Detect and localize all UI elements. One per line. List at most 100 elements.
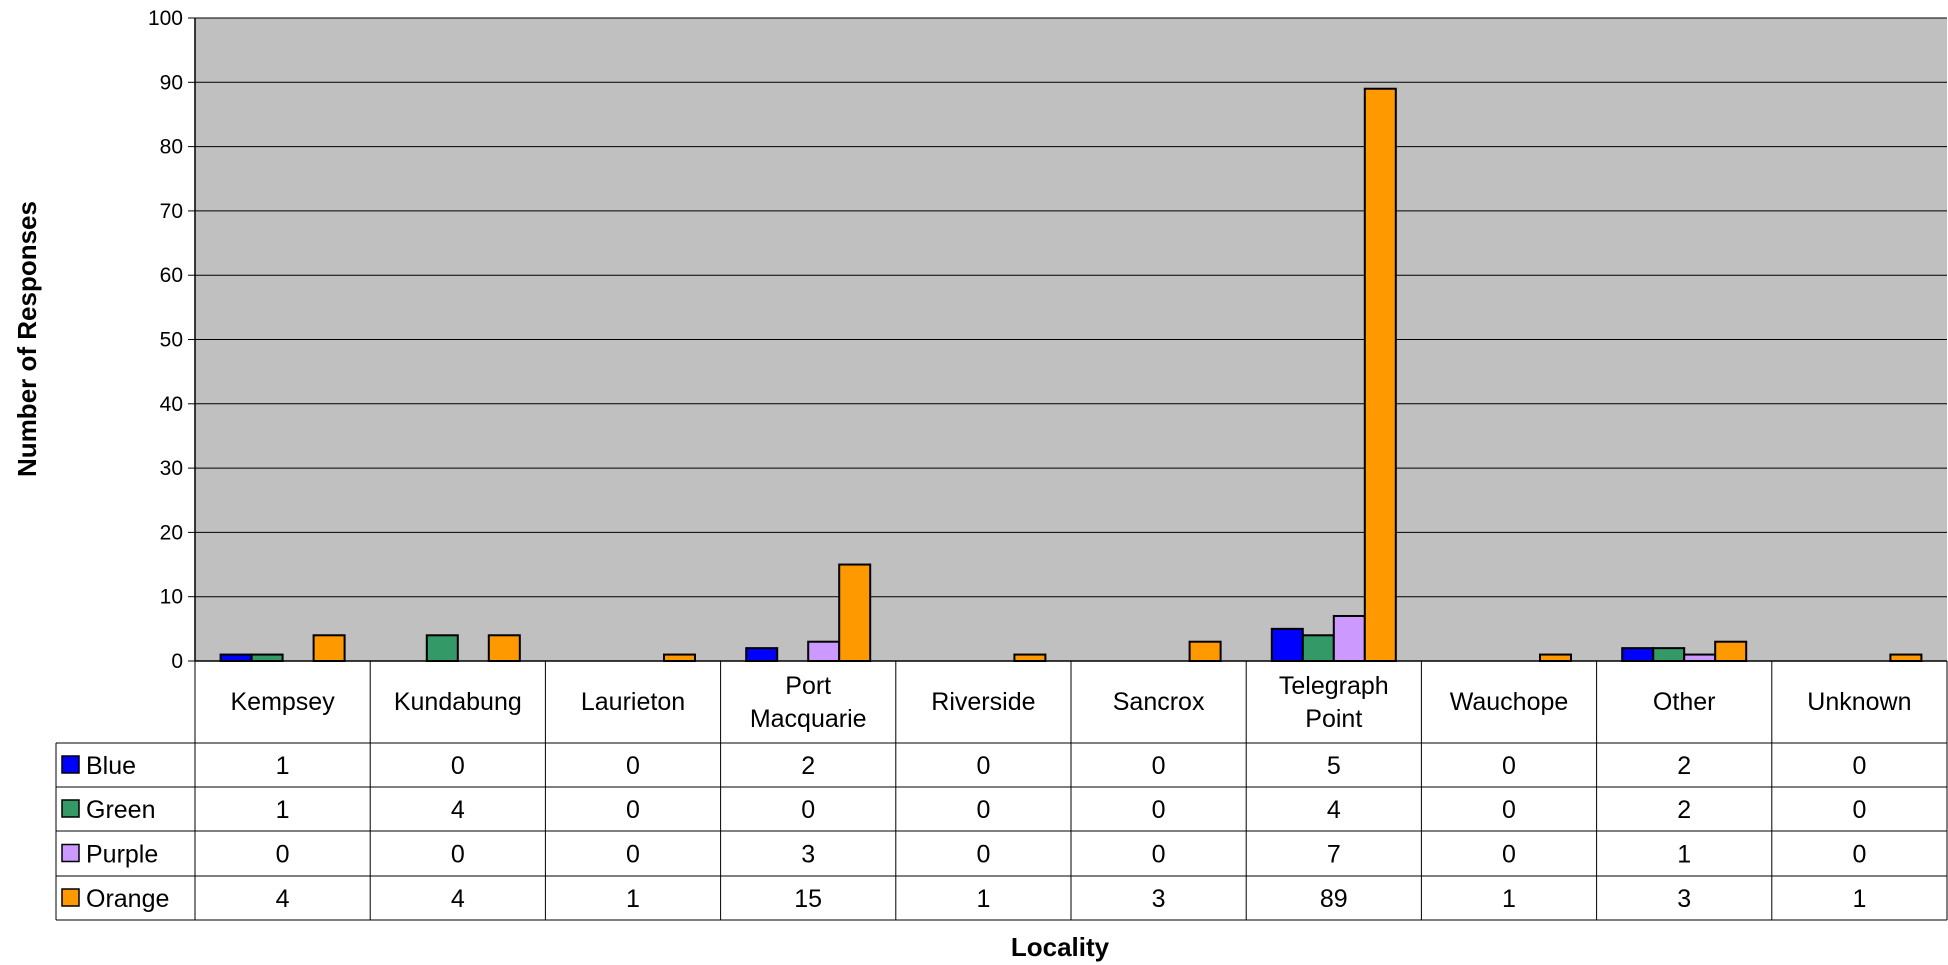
data-label: 4 — [276, 885, 290, 913]
data-label: 0 — [1502, 796, 1516, 824]
legend-swatch-blue — [61, 755, 80, 774]
x-tick-label: Port Macquarie — [750, 672, 867, 733]
y-tick-label: 20 — [160, 521, 183, 544]
y-tick-label: 50 — [160, 329, 183, 352]
bars — [219, 87, 1923, 663]
data-label: 0 — [626, 796, 640, 824]
bar-purple — [807, 640, 841, 663]
x-tick-label: Telegraph Point — [1279, 672, 1389, 733]
legend-label: Purple — [86, 841, 158, 869]
x-tick-label-line: Point — [1305, 705, 1362, 733]
bar-green — [1652, 647, 1686, 663]
bar-orange — [1539, 653, 1572, 663]
bar-orange — [1889, 653, 1923, 663]
legend-label: Orange — [86, 885, 169, 913]
data-label: 1 — [626, 885, 640, 913]
gridlines — [195, 17, 1947, 662]
x-tick-label: Laurieton — [581, 688, 685, 716]
bar-green — [250, 653, 284, 663]
data-label: 0 — [1852, 796, 1866, 824]
data-label: 0 — [451, 752, 465, 780]
y-tick-label: 70 — [160, 200, 183, 223]
bar-orange — [1363, 87, 1397, 663]
data-label: 2 — [1677, 752, 1691, 780]
data-label: 0 — [976, 752, 990, 780]
data-label: 1 — [1677, 841, 1691, 869]
data-label: 4 — [1327, 796, 1341, 824]
legend-swatch-orange — [61, 888, 80, 907]
data-label: 15 — [794, 885, 822, 913]
data-label: 0 — [976, 796, 990, 824]
x-tick-label: Kundabung — [394, 688, 522, 716]
bar-orange — [312, 634, 346, 663]
data-label: 4 — [451, 885, 465, 913]
x-tick-label-line: Port — [785, 672, 831, 700]
bar-green — [425, 634, 459, 663]
bar-green — [1301, 634, 1335, 663]
data-label: 0 — [276, 841, 290, 869]
bar-blue — [1621, 647, 1655, 663]
data-label: 0 — [976, 841, 990, 869]
x-tick-label: Wauchope — [1450, 688, 1569, 716]
bar-purple — [1683, 653, 1717, 663]
data-label: 0 — [801, 796, 815, 824]
data-label: 0 — [1152, 841, 1166, 869]
legend-swatch-green — [61, 799, 80, 818]
data-label: 3 — [1677, 885, 1691, 913]
bar-orange — [487, 634, 521, 663]
data-label: 0 — [1152, 752, 1166, 780]
legend-label: Green — [86, 796, 155, 824]
x-tick-label-line: Macquarie — [750, 705, 867, 733]
y-tick-label: 90 — [160, 71, 183, 94]
y-tick-label: 30 — [160, 457, 183, 480]
y-tick-label: 10 — [160, 586, 183, 609]
data-table: Kempsey Kundabung Laurieton Port Macquarie Ri… — [55, 660, 1948, 921]
y-tick-label: 40 — [160, 393, 183, 416]
data-label: 0 — [1502, 752, 1516, 780]
bar-blue — [219, 653, 253, 663]
bar-orange — [663, 653, 696, 663]
bar-orange — [1188, 640, 1222, 663]
data-label: 2 — [1677, 796, 1691, 824]
data-label: 0 — [451, 841, 465, 869]
data-label: 0 — [626, 752, 640, 780]
data-label: 0 — [1152, 796, 1166, 824]
data-label: 2 — [801, 752, 815, 780]
y-tick-label: 60 — [160, 264, 183, 287]
data-label: 0 — [1852, 752, 1866, 780]
data-label: 0 — [1502, 841, 1516, 869]
bar-blue — [1270, 627, 1304, 662]
x-tick-label: Other — [1653, 688, 1716, 716]
x-tick-label-line: Telegraph — [1279, 672, 1389, 700]
bar-blue — [745, 647, 779, 663]
x-tick-label: Sancrox — [1113, 688, 1205, 716]
bar-orange — [1714, 640, 1748, 663]
x-axis-title: Locality — [1011, 932, 1110, 962]
legend-label: Blue — [86, 752, 136, 780]
x-tick-label: Kempsey — [230, 688, 335, 716]
data-label: 89 — [1320, 885, 1348, 913]
x-tick-label: Unknown — [1807, 688, 1911, 716]
data-label: 1 — [276, 752, 290, 780]
data-label: 7 — [1327, 841, 1341, 869]
data-label: 4 — [451, 796, 465, 824]
y-tick-label: 80 — [160, 136, 183, 159]
y-axis-ticks: 0 10 20 30 40 50 60 70 80 90 100 — [148, 7, 196, 673]
bar-orange — [1013, 653, 1047, 663]
legend-swatch-purple — [61, 843, 80, 863]
data-label: 0 — [1852, 841, 1866, 869]
data-label: 3 — [801, 841, 815, 869]
data-label: 0 — [626, 841, 640, 869]
x-tick-label: Riverside — [931, 688, 1035, 716]
data-label: 1 — [1852, 885, 1866, 913]
bar-orange — [838, 563, 872, 662]
bar-purple — [1332, 614, 1366, 662]
data-label: 1 — [276, 796, 290, 824]
y-tick-label: 0 — [171, 650, 183, 673]
data-label: 3 — [1152, 885, 1166, 913]
data-label: 1 — [976, 885, 990, 913]
y-axis-title: Number of Responses — [12, 201, 42, 477]
data-label: 5 — [1327, 752, 1341, 780]
data-label: 1 — [1502, 885, 1516, 913]
